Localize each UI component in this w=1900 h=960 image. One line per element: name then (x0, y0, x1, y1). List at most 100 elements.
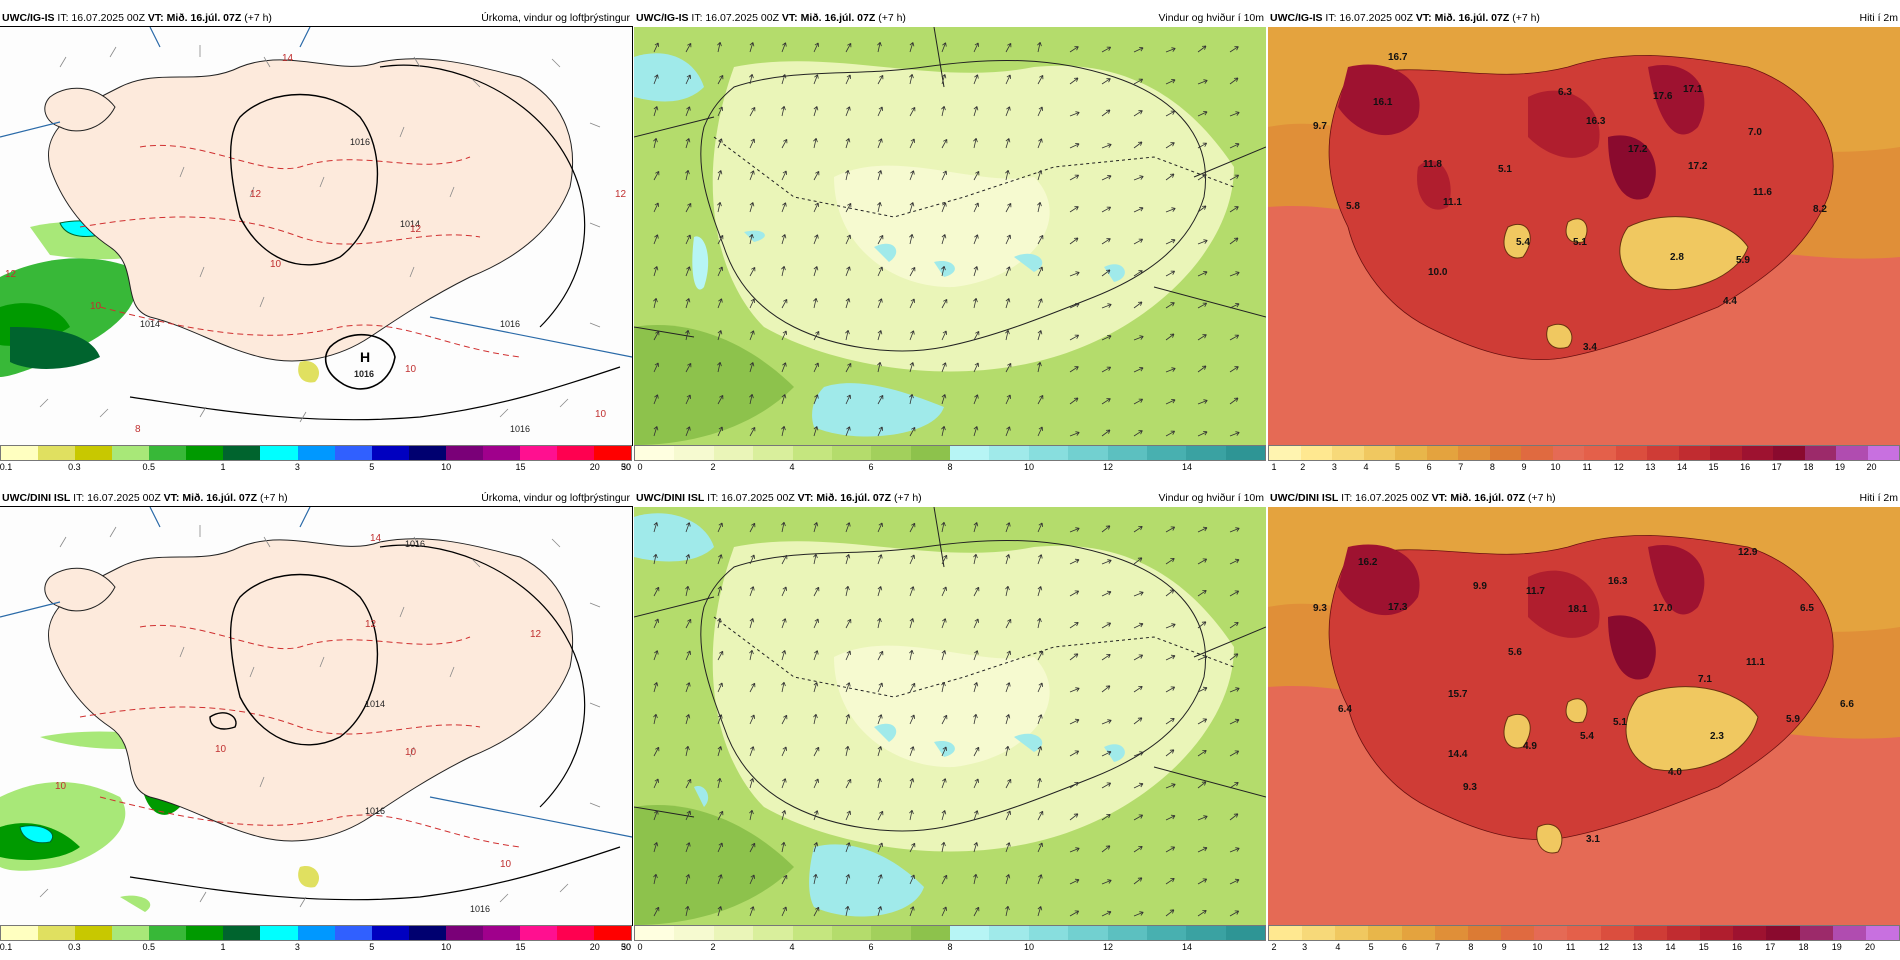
colorbar-swatch (1028, 446, 1069, 460)
wind-arrow (1229, 303, 1240, 309)
wind-arrow (749, 522, 756, 533)
wind-arrow (973, 426, 979, 437)
wind-arrow (1165, 558, 1175, 565)
colorbar-tick-label: 6 (868, 462, 874, 472)
wind-arrow (845, 202, 852, 213)
wind-arrow (1037, 74, 1044, 85)
wind-arrow (685, 170, 690, 181)
wind-arrow (845, 106, 851, 117)
wind-arrow (1037, 714, 1043, 725)
wind-arrow (877, 330, 883, 341)
wind-arrow (653, 394, 659, 405)
wind-arrow (717, 138, 723, 149)
wind-arrow (941, 586, 947, 597)
wind-arrow (813, 682, 819, 693)
wind-arrow (1165, 239, 1176, 245)
wind-arrow (1197, 621, 1207, 629)
colorbar-swatch (1766, 926, 1800, 940)
wind-arrow (1197, 910, 1207, 917)
wind-arrow (1005, 905, 1010, 917)
wind-arrow (717, 682, 723, 693)
panel-title: Úrkoma, vindur og loftþrýstingur (481, 12, 630, 24)
wind-arrow (749, 874, 755, 885)
wind-arrow (1037, 554, 1043, 565)
wind-arrow (845, 170, 850, 181)
wind-arrow (845, 810, 851, 821)
wind-arrow (1005, 554, 1011, 565)
wind-arrow (1005, 170, 1010, 181)
valid-time-label: VT: (1415, 12, 1432, 24)
wind-arrow (717, 266, 723, 277)
wind-arrow (749, 618, 755, 629)
temperature-value-label: 8.2 (1813, 204, 1827, 215)
wind-arrow (813, 138, 818, 149)
wind-arrow (717, 42, 722, 53)
temp-contour-label: 10 (215, 744, 227, 755)
wind-arrow (717, 74, 724, 85)
pressure-label: 1014 (140, 319, 160, 329)
lead-time: (+7 h) (1527, 492, 1556, 504)
wind-arrow (1101, 719, 1112, 725)
wind-arrow (1069, 46, 1079, 53)
wind-arrow (1069, 111, 1080, 117)
colorbar-swatch (1521, 446, 1553, 460)
wind-arrow (877, 42, 882, 53)
wind-arrow (1069, 750, 1080, 757)
wind-arrow (717, 746, 723, 757)
temperature-value-label: 15.7 (1448, 689, 1468, 700)
colorbar-swatch (371, 446, 409, 460)
wind-arrow (1005, 522, 1011, 533)
wind-arrow (1165, 207, 1176, 213)
colorbar-swatch (1269, 926, 1303, 940)
temperature-value-label: 3.1 (1586, 834, 1600, 845)
colorbar-tick-label: 6 (1426, 462, 1432, 472)
temperature-value-label: 18.1 (1568, 604, 1588, 615)
wind-arrow (1229, 878, 1240, 885)
wind-arrow (749, 906, 755, 917)
precip-colorbar (0, 445, 632, 461)
wind-arrow (1069, 653, 1079, 661)
wind-arrow (653, 682, 659, 693)
colorbar-tick-label: 5 (369, 942, 375, 952)
wind-arrow (877, 746, 883, 757)
colorbar-tick-label: 8 (947, 942, 953, 952)
wind-arrow (845, 426, 851, 437)
colorbar-swatch (1804, 446, 1836, 460)
wind-arrow (1133, 751, 1144, 757)
wind-arrow (1229, 397, 1239, 405)
wind-arrow (973, 42, 979, 53)
wind-arrow (845, 682, 851, 693)
wind-arrow (781, 554, 788, 565)
wind-arrow (813, 74, 819, 85)
colorbar-swatch (334, 926, 372, 940)
wind-arrow (1005, 650, 1011, 661)
wind-arrow (909, 106, 916, 117)
wind-arrow (1037, 522, 1043, 533)
wind-arrow (1005, 842, 1011, 853)
wind-arrow (653, 746, 660, 757)
wind-arrow (1037, 586, 1043, 597)
wind-arrow (1037, 777, 1042, 789)
colorbar-swatch (1600, 926, 1634, 940)
wind-arrow (717, 202, 722, 213)
wind-arrow (973, 170, 980, 181)
init-time: IT: 16.07.2025 00Z (1341, 492, 1429, 504)
pressure-label: 1014 (400, 219, 420, 229)
colorbar-swatch (1426, 446, 1458, 460)
wind-arrow (1037, 330, 1043, 341)
panel-temp-dini: UWC/DINI ISL IT: 16.07.2025 00Z VT: Mið.… (1268, 490, 1900, 960)
wind-arrow (1133, 622, 1144, 629)
wind-arrow (685, 810, 691, 821)
wind-arrow (717, 394, 724, 405)
wind-arrow (1133, 814, 1144, 821)
wind-arrow (1069, 622, 1079, 629)
wind-arrow (1229, 46, 1239, 53)
wind-arrow (1037, 266, 1043, 277)
wind-arrow (1133, 47, 1144, 53)
temperature-value-label: 17.6 (1653, 91, 1673, 102)
wind-arrow (909, 522, 916, 533)
colorbar-swatch (1647, 446, 1679, 460)
wind-arrow (877, 522, 883, 533)
panel-header: UWC/IG-IS IT: 16.07.2025 00Z VT: Mið. 16… (634, 10, 1268, 26)
wind-arrow (653, 362, 659, 373)
